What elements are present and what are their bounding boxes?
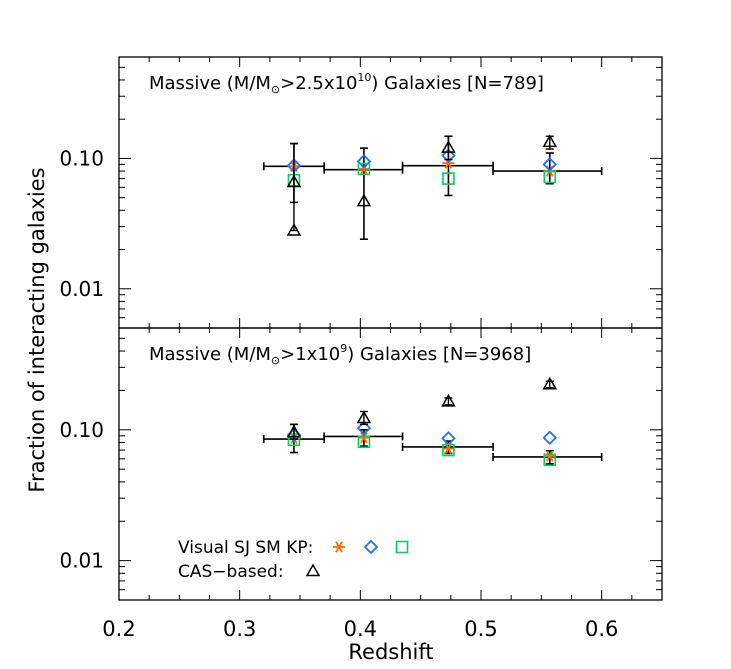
y-axis-title: Fraction of interacting galaxies (25, 167, 49, 492)
bin-errorbar (323, 147, 404, 241)
cas-point (286, 424, 302, 438)
sj-point-stroke (360, 432, 368, 444)
legend-sm-marker (363, 539, 379, 555)
cas-point (542, 376, 558, 390)
sj-point-stroke (545, 450, 554, 462)
panel-title-part: ) Galaxies [N=789] (371, 73, 544, 94)
series-sm (286, 420, 558, 446)
legend: Visual SJ SM KP: CAS−based: (178, 538, 409, 582)
plot-frame (118, 56, 663, 329)
series-kp (287, 433, 557, 467)
panel-title: Massive (M/M⊙>1x109) Galaxies [N=3968] (149, 342, 531, 367)
kp-point (442, 172, 455, 185)
panel-title-exponent: 10 (357, 71, 371, 84)
bottom-panel: 0.01 0.10 0.2 0.3 0.4 0.5 0.6 Massive (M/M⊙>1x1… (59, 327, 663, 641)
y-tick-label: 0.01 (59, 277, 104, 301)
legend-cas-marker (305, 563, 321, 577)
series-sj (287, 432, 556, 462)
cas-point (441, 140, 456, 153)
x-tick-label: 0.4 (344, 617, 377, 641)
legend-kp-marker (395, 540, 409, 554)
kp-point (357, 162, 371, 176)
plot-frame (118, 327, 663, 601)
sm-point (542, 430, 558, 445)
series-kp (287, 162, 557, 187)
legend-sj-marker (333, 541, 345, 553)
y-tick-label: 0.10 (59, 146, 104, 170)
kp-point (357, 435, 371, 449)
sm-point (356, 420, 372, 436)
y-tick-label: 0.10 (59, 418, 104, 442)
series-cas (286, 134, 558, 236)
kp-point (543, 170, 557, 184)
cas-point (356, 410, 372, 424)
series-sj (287, 157, 556, 177)
legend-markers (305, 539, 409, 577)
panel-title-part: ) Galaxies [N=3968] (347, 344, 531, 365)
y-tick-label: 0.01 (59, 549, 104, 573)
legend-visual-label: Visual SJ SM KP: (178, 538, 313, 558)
panel-title-part: Massive (M/M (149, 344, 271, 365)
kp-point (442, 443, 455, 457)
sj-point (357, 432, 370, 444)
sm-point (542, 157, 558, 172)
panel-title-part: >1x10 (280, 344, 340, 365)
x-tick-label: 0.6 (585, 617, 618, 641)
sm-point (441, 148, 456, 163)
top-panel: 0.01 0.10 Massive (M/M⊙>2.5x1010) Galaxies… (59, 56, 663, 329)
x-tick-label: 0.3 (223, 617, 256, 641)
cas-point (441, 393, 456, 407)
cas-point (356, 193, 372, 207)
cas-point (286, 174, 302, 188)
panel-title: Massive (M/M⊙>2.5x1010) Galaxies [N=789] (149, 71, 544, 96)
series-sm (286, 148, 558, 173)
cas-point (286, 222, 302, 236)
panel-title-part: >2.5x10 (280, 73, 357, 94)
sm-point (356, 154, 372, 169)
x-tick-label: 0.5 (464, 617, 497, 641)
cas-point (542, 134, 558, 148)
kp-point (543, 453, 557, 467)
panel-title-sun: ⊙ (271, 83, 280, 96)
legend-cas-label: CAS−based: (178, 562, 284, 582)
x-axis-title: Redshift (348, 640, 433, 664)
x-tick-label: 0.2 (102, 617, 135, 641)
sj-point (543, 450, 556, 462)
legend-sj-marker-stroke (335, 541, 343, 553)
series-cas (286, 376, 558, 440)
panel-title-part: Massive (M/M (149, 73, 271, 94)
panel-title-sun: ⊙ (271, 354, 280, 367)
panel-title-exponent: 9 (340, 342, 347, 355)
